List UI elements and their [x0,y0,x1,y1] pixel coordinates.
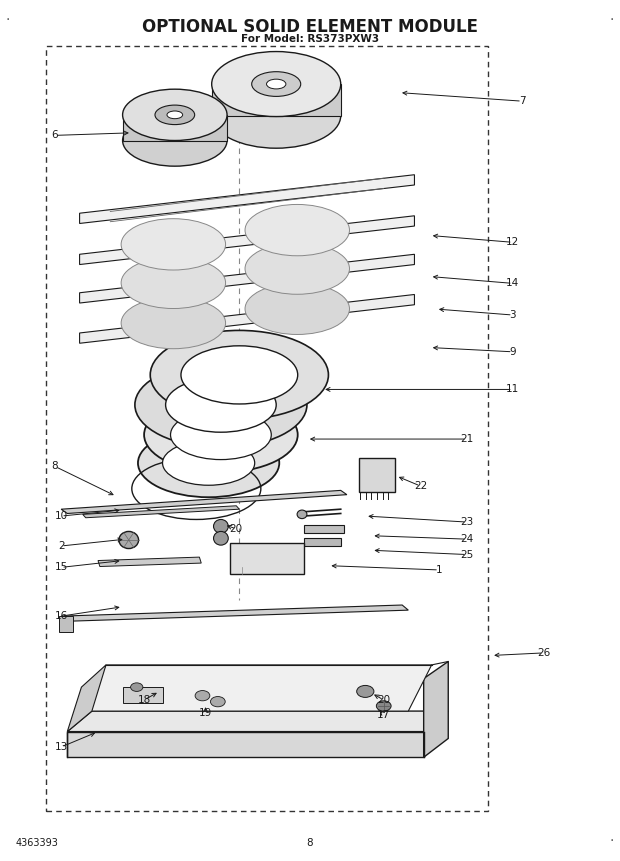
Text: 13: 13 [55,742,68,752]
Ellipse shape [195,691,210,701]
Polygon shape [82,505,239,517]
Text: 10: 10 [55,511,68,521]
Text: 9: 9 [510,347,516,356]
Polygon shape [98,557,202,567]
Bar [304,538,341,546]
Bar [123,687,162,703]
Ellipse shape [121,257,226,308]
Polygon shape [68,665,106,732]
Text: 2: 2 [58,541,64,551]
Text: 24: 24 [460,534,473,544]
Polygon shape [123,115,227,140]
Ellipse shape [121,219,226,270]
Text: 22: 22 [414,481,427,491]
Polygon shape [423,661,448,758]
Text: 14: 14 [506,278,520,288]
Ellipse shape [135,362,307,448]
Ellipse shape [119,531,138,548]
Ellipse shape [150,331,329,419]
Text: OPTIONAL SOLID ELEMENT MODULE: OPTIONAL SOLID ELEMENT MODULE [142,18,478,35]
Polygon shape [68,732,423,758]
Ellipse shape [155,105,195,125]
Text: 7: 7 [519,96,525,106]
Text: 26: 26 [537,648,550,658]
Ellipse shape [144,397,298,473]
Ellipse shape [181,346,298,404]
Ellipse shape [252,71,301,96]
Text: 17: 17 [377,709,391,720]
Text: 6: 6 [51,130,58,140]
Bar [304,524,344,533]
Ellipse shape [211,52,341,116]
Ellipse shape [166,377,276,432]
Text: 21: 21 [460,434,473,444]
Polygon shape [61,491,347,513]
Text: 18: 18 [138,695,151,705]
Ellipse shape [213,519,228,533]
Polygon shape [60,616,73,631]
Text: 11: 11 [506,385,520,394]
Text: 25: 25 [460,549,473,560]
Polygon shape [211,84,341,115]
Ellipse shape [131,683,143,691]
Polygon shape [79,294,414,344]
Ellipse shape [138,429,279,497]
Text: For Model: RS373PXW3: For Model: RS373PXW3 [241,34,379,44]
Polygon shape [79,254,414,303]
Ellipse shape [210,697,225,707]
Polygon shape [79,216,414,264]
Polygon shape [82,665,432,711]
Text: ·: · [610,13,614,27]
Text: 23: 23 [460,517,473,527]
Ellipse shape [245,283,350,334]
Text: 4363393: 4363393 [15,838,58,848]
Text: 3: 3 [510,310,516,320]
Text: 19: 19 [199,708,212,718]
Ellipse shape [211,84,341,148]
Ellipse shape [167,111,183,119]
Text: 1: 1 [436,565,442,575]
Text: 8: 8 [51,461,58,472]
Polygon shape [61,605,409,622]
Polygon shape [68,711,448,732]
Text: 16: 16 [55,611,68,621]
Ellipse shape [297,510,307,518]
Ellipse shape [121,297,226,349]
Ellipse shape [245,204,350,256]
Bar [230,543,304,574]
Text: 20: 20 [377,695,391,705]
Ellipse shape [376,701,391,711]
Ellipse shape [123,115,227,166]
Bar [359,458,395,492]
Ellipse shape [213,531,228,545]
Polygon shape [79,175,414,224]
Text: 8: 8 [307,838,313,848]
Text: ·: · [6,13,10,27]
Ellipse shape [170,410,272,460]
Text: ·: · [610,834,614,848]
Ellipse shape [123,90,227,140]
Text: 20: 20 [229,523,243,534]
Ellipse shape [245,243,350,294]
Text: 15: 15 [55,562,68,573]
Text: 12: 12 [506,238,520,247]
Ellipse shape [267,79,286,89]
Ellipse shape [162,441,255,486]
Ellipse shape [356,685,374,697]
Bar [46,46,488,811]
